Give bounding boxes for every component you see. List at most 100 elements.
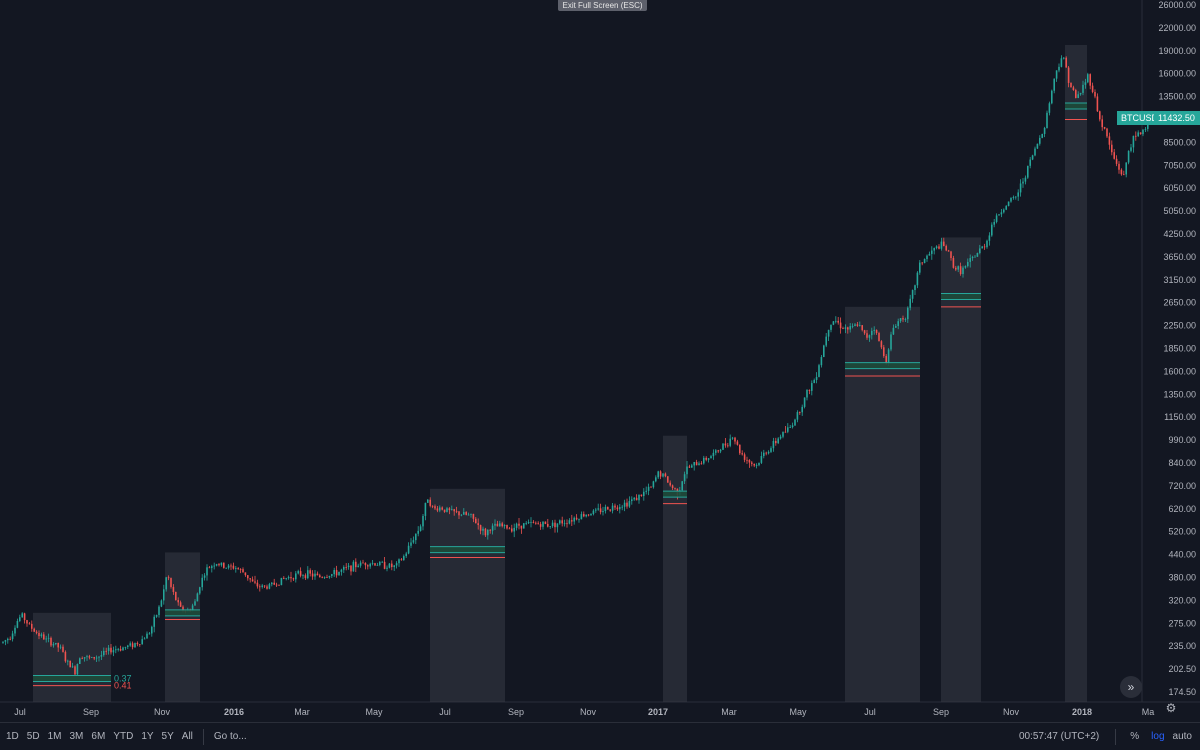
candle-body-392	[943, 241, 945, 246]
candle-body-5	[14, 627, 16, 634]
exit-fullscreen-button[interactable]: Exit Full Screen (ESC)	[558, 0, 647, 11]
candle-body-94	[227, 565, 230, 568]
candle-body-81	[196, 593, 199, 602]
candle-body-32	[79, 658, 81, 664]
candle-body-244	[587, 514, 590, 516]
range-5d-button[interactable]: 5D	[26, 731, 40, 742]
candle-body-129	[311, 573, 314, 577]
candle-body-346	[832, 321, 835, 325]
candle-body-241	[580, 514, 583, 520]
candle-body-463	[1113, 152, 1115, 159]
candle-body-125	[302, 575, 304, 577]
candle-body-309	[743, 454, 746, 460]
candle-body-72	[175, 591, 177, 601]
go-to-date-button[interactable]: Go to...	[213, 731, 247, 742]
candle-body-444	[1067, 67, 1070, 83]
candle-body-394	[947, 250, 950, 252]
candle-body-163	[393, 565, 395, 568]
range-ytd-button[interactable]: YTD	[113, 731, 134, 742]
range-5y-button[interactable]: 5Y	[161, 731, 174, 742]
range-6m-button[interactable]: 6M	[91, 731, 106, 742]
candle-body-60	[146, 633, 148, 639]
price-tick-label: 1350.00	[1163, 389, 1196, 399]
time-tick-label: Mar	[294, 707, 310, 717]
candle-body-209	[503, 524, 506, 527]
candle-body-311	[748, 459, 751, 463]
zone-rect-2	[430, 488, 505, 702]
time-axis[interactable]: Jul Sep Nov 2016 Mar May Jul Sep Nov 2017 Mar May Ju…	[14, 707, 1154, 717]
zone-band-5	[941, 293, 981, 300]
price-tick-label: 6050.00	[1163, 183, 1196, 193]
candle-body-248	[597, 508, 599, 510]
candle-body-183	[441, 507, 443, 510]
zone-band-0	[33, 675, 111, 682]
candle-body-213	[513, 527, 515, 532]
candle-body-88	[213, 565, 215, 567]
scroll-to-realtime-button[interactable]: »	[1120, 676, 1142, 698]
time-tick-label: Nov	[580, 707, 597, 717]
range-1m-button[interactable]: 1M	[47, 731, 62, 742]
time-tick-label: Jul	[439, 707, 451, 717]
candle-body-222	[535, 522, 537, 524]
candle-body-294	[707, 458, 710, 460]
candle-body-136	[328, 575, 331, 578]
candle-body-234	[563, 523, 566, 525]
candle-body-280	[674, 488, 676, 489]
candle-body-108	[261, 585, 263, 587]
candle-body-283	[681, 481, 683, 491]
log-scale-button[interactable]: log	[1151, 731, 1165, 742]
candle-body-298	[717, 450, 719, 452]
candle-body-445	[1070, 82, 1072, 88]
candle-body-74	[179, 602, 182, 607]
candle-body-353	[849, 326, 851, 330]
auto-scale-button[interactable]: auto	[1172, 731, 1192, 742]
candle-body-176	[424, 502, 427, 516]
candle-body-11	[28, 623, 31, 625]
range-3m-button[interactable]: 3M	[69, 731, 84, 742]
candle-body-179	[431, 505, 434, 507]
candle-body-399	[959, 266, 962, 275]
candle-body-414	[995, 215, 998, 222]
candle-body-45	[110, 647, 112, 653]
candle-body-159	[383, 561, 386, 569]
candle-body-17	[43, 634, 45, 640]
candle-body-138	[333, 569, 335, 575]
candle-body-432	[1039, 137, 1041, 144]
candle-body-302	[727, 445, 729, 447]
candle-body-329	[791, 425, 794, 428]
time-tick-label: Sep	[508, 707, 524, 717]
candle-body-122	[295, 573, 297, 580]
candle-body-285	[686, 466, 688, 475]
range-1d-button[interactable]: 1D	[6, 731, 19, 742]
candle-body-225	[542, 521, 544, 527]
candle-body-229	[551, 522, 554, 527]
candle-body-322	[775, 440, 777, 444]
candle-body-450	[1082, 84, 1084, 93]
candle-body-376	[904, 319, 907, 320]
chart-settings-button[interactable]: ⚙	[1142, 695, 1200, 722]
candle-body-303	[729, 438, 731, 446]
candle-body-418	[1005, 206, 1007, 210]
candle-body-62	[151, 626, 153, 634]
price-chart[interactable]: 0.370.41 26000.00 22000.00 19000.00 16000.0…	[0, 0, 1200, 722]
candle-body-261	[628, 501, 631, 507]
candle-body-409	[983, 246, 986, 248]
price-axis[interactable]: 26000.00 22000.00 19000.00 16000.00 13500.00…	[1158, 0, 1196, 697]
candle-body-226	[544, 521, 547, 524]
range-all-button[interactable]: All	[181, 731, 193, 742]
candle-body-245	[590, 513, 592, 516]
candle-body-202	[487, 529, 489, 536]
candle-body-199	[479, 525, 482, 531]
candle-body-305	[734, 437, 736, 442]
candle-body-411	[988, 235, 991, 241]
percent-scale-button[interactable]: %	[1130, 731, 1140, 742]
price-tick-label: 440.00	[1168, 550, 1196, 560]
candle-body-317	[763, 452, 765, 457]
candle-body-242	[583, 514, 585, 517]
candle-body-334	[803, 397, 806, 407]
range-1y-button[interactable]: 1Y	[141, 731, 154, 742]
candle-body-28	[69, 660, 71, 668]
candle-body-182	[439, 507, 441, 511]
candle-body-84	[203, 575, 206, 578]
candle-body-333	[801, 406, 803, 413]
